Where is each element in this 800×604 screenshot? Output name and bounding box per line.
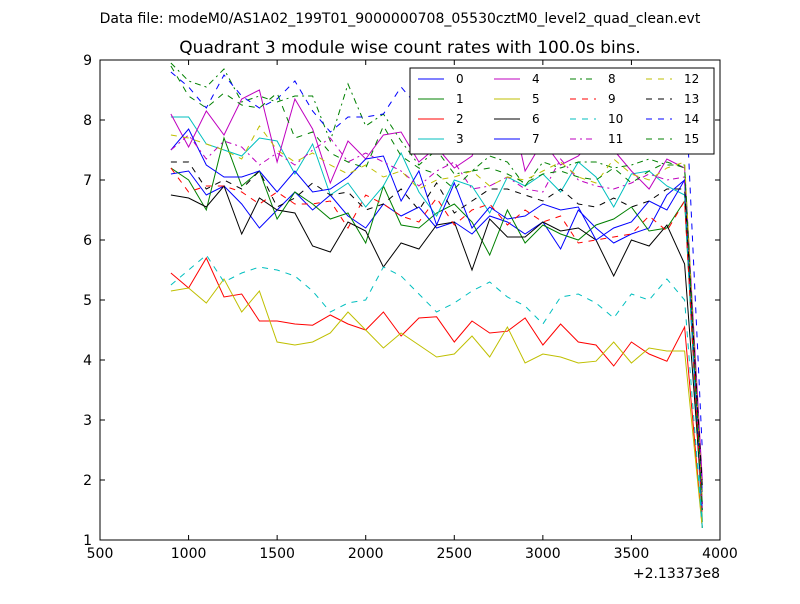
y-tick-label: 5 (83, 293, 92, 309)
y-tick-label: 6 (83, 233, 92, 249)
series-line-5 (170, 278, 703, 529)
x-offset-label: +2.13373e8 (633, 566, 720, 582)
x-tick-label: 1500 (259, 546, 295, 562)
x-axis: 500 1000 1500 2000 2500 3000 3500 4000 (87, 60, 738, 562)
legend-label-1: 1 (456, 92, 464, 106)
legend-label-15: 15 (684, 132, 699, 146)
series-line-9 (170, 167, 703, 517)
x-tick-label: 3500 (614, 546, 650, 562)
legend-label-0: 0 (456, 72, 464, 86)
series-line-6 (170, 185, 703, 505)
y-tick-label: 3 (83, 413, 92, 429)
series-line-11 (170, 134, 703, 505)
legend-label-2: 2 (456, 112, 464, 126)
legend-label-10: 10 (608, 112, 623, 126)
legend-frame (409, 67, 715, 155)
x-tick-label: 500 (87, 546, 114, 562)
series-line-2 (170, 256, 703, 529)
x-tick-label: 2500 (436, 546, 472, 562)
legend-label-3: 3 (456, 132, 464, 146)
legend-label-4: 4 (532, 72, 540, 86)
x-tick-label: 3000 (525, 546, 561, 562)
series-line-3 (170, 116, 703, 529)
legend-label-13: 13 (684, 92, 699, 106)
legend-label-5: 5 (532, 92, 540, 106)
legend-label-7: 7 (532, 132, 540, 146)
legend-label-8: 8 (608, 72, 616, 86)
series-line-13 (170, 161, 703, 487)
y-tick-label: 2 (83, 473, 92, 489)
series-line-7 (170, 128, 703, 511)
figure-suptitle: Data file: modeM0/AS1A02_199T01_90000007… (100, 11, 701, 27)
legend-label-6: 6 (532, 112, 540, 126)
series-line-1 (170, 136, 703, 523)
legend-label-14: 14 (684, 112, 699, 126)
legend-label-11: 11 (608, 132, 623, 146)
series-line-12 (170, 125, 703, 499)
y-tick-label: 1 (83, 533, 92, 549)
y-tick-label: 8 (83, 113, 92, 129)
y-tick-label: 9 (83, 53, 92, 69)
series-line-0 (170, 170, 703, 493)
x-tick-label: 1000 (171, 546, 207, 562)
x-tick-label: 2000 (348, 546, 384, 562)
series-line-10 (170, 254, 703, 529)
y-tick-label: 4 (83, 353, 92, 369)
legend-label-9: 9 (608, 92, 616, 106)
chart-title: Quadrant 3 module wise count rates with … (179, 38, 640, 58)
y-tick-label: 7 (83, 173, 92, 189)
legend-label-12: 12 (684, 72, 699, 86)
x-tick-label: 4000 (702, 546, 738, 562)
